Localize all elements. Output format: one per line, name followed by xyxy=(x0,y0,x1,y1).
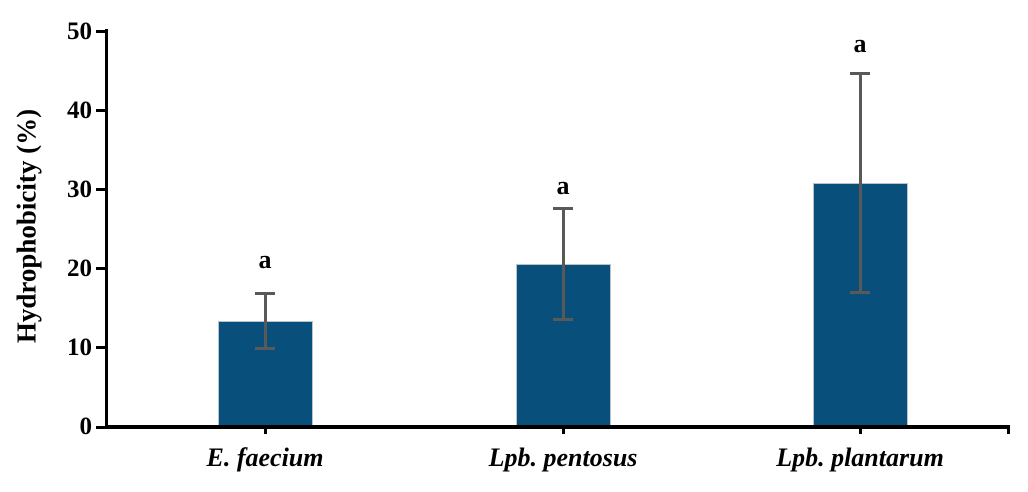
x-category-label: Lpb. pentosus xyxy=(488,443,638,472)
x-axis-line xyxy=(105,425,1010,429)
y-axis-title: Hydrophobicity (%) xyxy=(11,108,42,344)
x-axis-tick xyxy=(263,429,267,434)
x-axis-tick xyxy=(561,429,565,434)
error-bar xyxy=(858,72,862,293)
x-axis-end-tick xyxy=(1007,429,1010,434)
significance-label: a xyxy=(556,170,570,200)
y-axis-tick xyxy=(96,109,105,113)
significance-label: a xyxy=(853,28,867,58)
error-bar-bottom-cap xyxy=(850,290,870,294)
y-axis-tick xyxy=(96,267,105,271)
y-axis-tick xyxy=(96,346,105,350)
y-tick-label: 10 xyxy=(67,333,92,361)
y-tick-label: 20 xyxy=(67,254,92,282)
error-bar xyxy=(561,207,565,321)
error-bar-bottom-cap xyxy=(553,318,573,322)
x-category-label: Lpb. plantarum xyxy=(776,443,944,472)
y-tick-label: 0 xyxy=(79,413,93,440)
x-axis-tick xyxy=(858,429,862,434)
y-axis-tick xyxy=(96,188,105,192)
y-axis-tick xyxy=(96,30,105,33)
significance-label: a xyxy=(258,244,272,274)
error-bar-top-cap xyxy=(255,291,275,295)
error-bar-top-cap xyxy=(850,71,870,75)
error-bar xyxy=(263,292,267,350)
y-axis-line xyxy=(105,29,108,429)
y-tick-label: 50 xyxy=(67,17,92,45)
error-bar-top-cap xyxy=(553,206,573,210)
error-bar-bottom-cap xyxy=(255,347,275,351)
y-axis-tick xyxy=(96,425,105,429)
y-tick-label: 40 xyxy=(67,96,92,124)
x-category-label: E. faecium xyxy=(206,443,324,472)
y-tick-label: 30 xyxy=(67,175,92,203)
